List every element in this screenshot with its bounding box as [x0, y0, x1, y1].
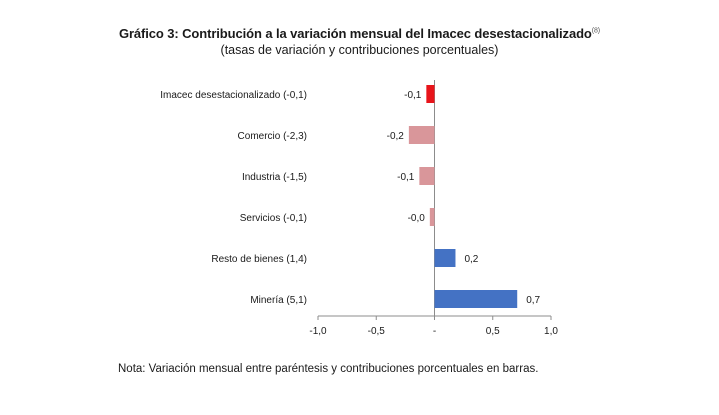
- x-tick-label: 0,5: [486, 326, 500, 337]
- category-label: Servicios (-0,1): [240, 213, 307, 224]
- chart-title-block: Gráfico 3: Contribución a la variación m…: [0, 26, 719, 57]
- x-tick-label: 1,0: [544, 326, 558, 337]
- category-label: Resto de bienes (1,4): [211, 254, 307, 265]
- data-label: 0,7: [526, 295, 540, 306]
- category-label: Minería (5,1): [250, 295, 307, 306]
- chart-subtitle: (tasas de variación y contribuciones por…: [220, 43, 499, 57]
- data-label: 0,2: [464, 254, 478, 265]
- bar: [434, 290, 518, 308]
- x-tick-label: -1,0: [309, 326, 327, 337]
- data-label: -0,0: [408, 213, 426, 224]
- category-label: Comercio (-2,3): [238, 131, 307, 142]
- data-label: -0,1: [404, 90, 422, 101]
- x-tick-label: -0,5: [368, 326, 386, 337]
- category-label: Imacec desestacionalizado (-0,1): [160, 90, 307, 101]
- data-label: -0,2: [387, 131, 405, 142]
- bar: [408, 126, 435, 144]
- title-footnote-marker: (8): [591, 27, 601, 35]
- bar: [429, 208, 435, 226]
- bar: [434, 249, 456, 267]
- bar: [419, 167, 435, 185]
- data-label: -0,1: [397, 172, 415, 183]
- x-tick-label: -: [433, 326, 436, 337]
- chart-title: Gráfico 3: Contribución a la variación m…: [118, 26, 601, 41]
- chart-note: Nota: Variación mensual entre paréntesis…: [118, 363, 539, 375]
- bar: [426, 85, 435, 103]
- category-label: Industria (-1,5): [242, 172, 307, 183]
